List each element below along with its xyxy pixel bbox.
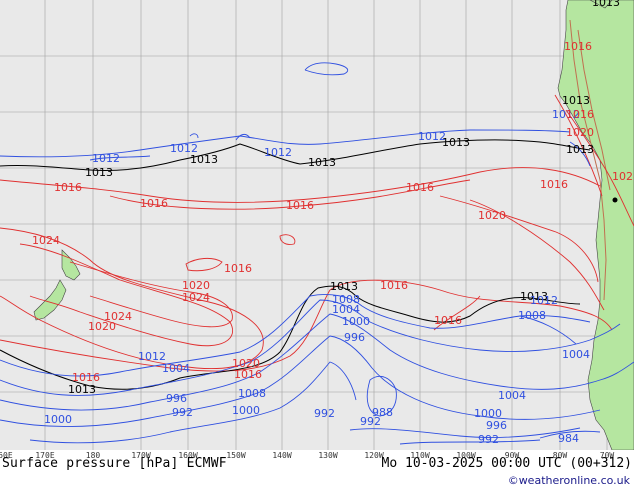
isobar-1000-a: 1000 — [342, 315, 370, 328]
map-canvas: 1013 1013 1013 1013 1013 1013 1013 1013 … — [0, 0, 634, 450]
isobar-1016-j: 1016 — [72, 371, 100, 384]
isobar-1016-a: 1016 — [54, 181, 82, 194]
isobar-1020-a: 1020 — [478, 209, 506, 222]
isobar-1016-e: 1016 — [540, 178, 568, 191]
isobar-1020-e: 1020 — [566, 126, 594, 139]
isobar-1020-d: 1020 — [232, 357, 260, 370]
isobar-992-d: 992 — [478, 433, 499, 446]
lon-label-140w: 140W — [272, 451, 291, 460]
isobar-1013-e: 1013 — [566, 143, 594, 156]
isobar-1004-b: 1004 — [162, 362, 190, 375]
isobar-1013-g: 1013 — [592, 0, 620, 9]
map-title: Surface pressure [hPa] ECMWF — [2, 456, 227, 471]
isobar-1013-d: 1013 — [442, 136, 470, 149]
isobar-988: 988 — [372, 406, 393, 419]
isobar-1012-a: 1012 — [92, 152, 120, 165]
isobar-1012-f: 1012 — [530, 294, 558, 307]
pressure-center-marker — [613, 198, 618, 203]
isobar-1008-b: 1008 — [518, 309, 546, 322]
valid-time: Mo 10-03-2025 00:00 UTC (00+312) — [382, 456, 632, 471]
isobar-1000-c: 1000 — [44, 413, 72, 426]
isobar-1013-j: 1013 — [68, 383, 96, 396]
isobar-996-a: 996 — [344, 331, 365, 344]
isobar-1016-b: 1016 — [140, 197, 168, 210]
isobar-1012-b: 1012 — [170, 142, 198, 155]
isobar-1000-b: 1000 — [232, 404, 260, 417]
isobar-1013-c: 1013 — [308, 156, 336, 169]
lon-label-150w: 150W — [226, 451, 245, 460]
isobar-1013-h: 1013 — [330, 280, 358, 293]
isobar-984: 984 — [558, 432, 579, 445]
isobar-1013-f: 1013 — [562, 94, 590, 107]
isobar-1024-c: 1024 — [104, 310, 132, 323]
isobar-1016-g: 1016 — [380, 279, 408, 292]
isobar-992-b: 992 — [314, 407, 335, 420]
isobar-996-b: 996 — [166, 392, 187, 405]
isobar-1016-l: 1016 — [566, 108, 594, 121]
isobar-1024-b: 1024 — [182, 291, 210, 304]
isobar-992-a: 992 — [172, 406, 193, 419]
isobar-1016-k: 1016 — [564, 40, 592, 53]
isobar-1024-a: 1024 — [32, 234, 60, 247]
isobar-1004-d: 1004 — [562, 348, 590, 361]
isobar-1016-d: 1016 — [406, 181, 434, 194]
pressure-map: 1013 1013 1013 1013 1013 1013 1013 1013 … — [0, 0, 634, 450]
credit-link[interactable]: ©weatheronline.co.uk — [508, 474, 630, 487]
isobar-1004-c: 1004 — [498, 389, 526, 402]
isobar-1012-c: 1012 — [264, 146, 292, 159]
isobar-1016-h: 1016 — [434, 314, 462, 327]
isobar-1016-f: 1016 — [224, 262, 252, 275]
isobar-1013-a: 1013 — [85, 166, 113, 179]
isobar-1016-c: 1016 — [286, 199, 314, 212]
isobar-1028: 1028 — [612, 170, 634, 183]
isobar-1012-d: 1012 — [418, 130, 446, 143]
isobar-996-c: 996 — [486, 419, 507, 432]
lon-label-130w: 130W — [318, 451, 337, 460]
isobar-1008-c: 1008 — [238, 387, 266, 400]
